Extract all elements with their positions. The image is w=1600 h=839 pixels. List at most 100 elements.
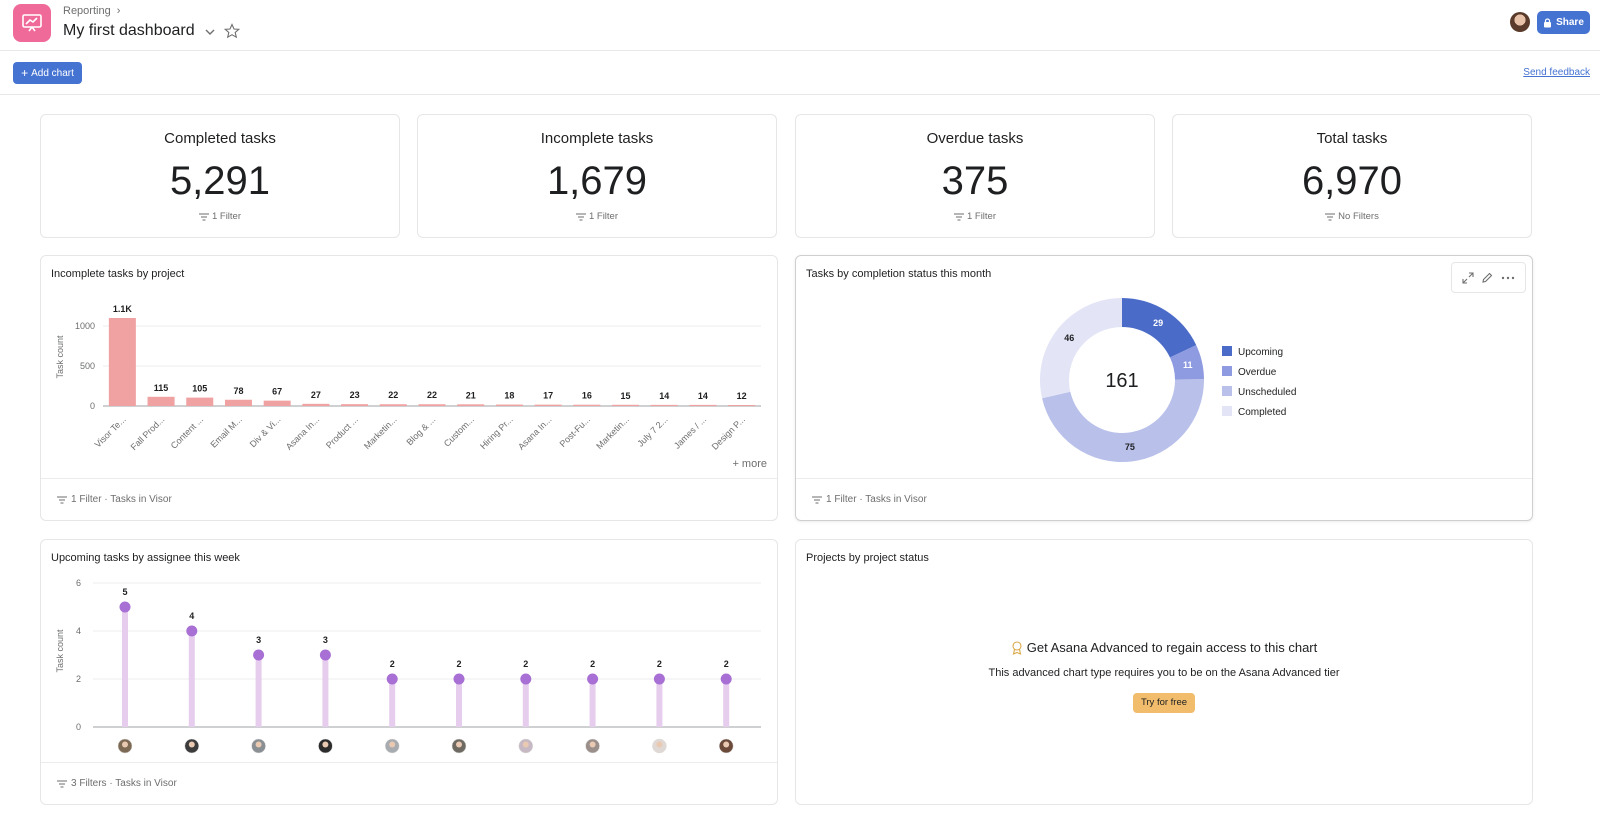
chart-title: Tasks by completion status this month (806, 268, 992, 280)
bar (186, 397, 214, 406)
stat-filter[interactable]: 1 Filter (418, 211, 776, 222)
avatar-face (389, 741, 396, 748)
lollipop-point (587, 673, 599, 685)
lollipop-point (653, 673, 665, 685)
bar-value-label: 17 (543, 391, 553, 401)
donut-chart: 29 11 75 46 161 Upcoming Overdue Unscheduled Com… (1040, 298, 1296, 463)
bar-value-label: 14 (698, 391, 708, 401)
add-chart-button[interactable]: + Add chart (13, 62, 82, 84)
avatar[interactable] (1510, 12, 1530, 32)
bar (108, 318, 136, 406)
stat-filter[interactable]: 1 Filter (796, 211, 1154, 222)
y-tick-label: 0 (76, 722, 81, 732)
pencil-icon[interactable] (1481, 272, 1493, 284)
x-tick-label: Fall Prod... (129, 414, 167, 452)
point-value-label: 2 (456, 659, 461, 669)
lollipop-point (453, 673, 465, 685)
more-link[interactable]: + more (732, 458, 767, 470)
point-value-label: 2 (657, 659, 662, 669)
lollipop-stem (188, 631, 195, 727)
lollipop-stem (389, 679, 396, 727)
y-tick-label: 2 (76, 674, 81, 684)
breadcrumb[interactable]: Reporting › (63, 5, 120, 17)
chart-card-incomplete-by-project[interactable]: Incomplete tasks by project 0 500 1000 Task… (40, 255, 778, 521)
more-options-icon[interactable] (1501, 272, 1515, 284)
page-title[interactable]: My first dashboard (63, 22, 195, 39)
y-tick-label: 4 (76, 626, 81, 636)
stat-label: Total tasks (1316, 130, 1388, 147)
stat-value: 5,291 (169, 159, 271, 203)
stat-card-overdue[interactable]: Overdue tasks 375 1 Filter (795, 114, 1155, 238)
award-icon (1012, 640, 1022, 655)
breadcrumb-reporting[interactable]: Reporting (63, 5, 111, 17)
chart-footer[interactable]: 3 Filters · Tasks in Visor (41, 762, 777, 804)
filter-icon (575, 213, 586, 220)
bar-value-label: 12 (737, 391, 747, 401)
legend-swatch (1222, 386, 1232, 396)
point-value-label: 2 (590, 659, 595, 669)
plus-icon: + (21, 66, 29, 80)
point-value-label: 3 (256, 635, 261, 645)
x-tick-label: Custom... (442, 414, 476, 448)
lollipop-stem (322, 655, 329, 727)
stat-filter[interactable]: No Filters (1173, 211, 1531, 222)
bar-value-label: 115 (154, 383, 169, 393)
filter-icon (812, 496, 822, 503)
send-feedback-link[interactable]: Send feedback (1523, 67, 1590, 78)
chart-card-completion-status[interactable]: Tasks by completion status this month 29… (795, 255, 1533, 521)
stat-card-completed[interactable]: Completed tasks 5,291 1 Filter (40, 114, 400, 238)
try-for-free-button[interactable]: Try for free (1133, 693, 1195, 713)
stat-card-incomplete[interactable]: Incomplete tasks 1,679 1 Filter (417, 114, 777, 238)
x-tick-label: Marketin... (594, 414, 631, 451)
lollipop-point (319, 649, 331, 661)
chart-card-projects-by-status[interactable]: Projects by project status Get Asana Adv… (795, 539, 1533, 805)
bar (379, 404, 407, 406)
x-tick-label: Content ... (169, 414, 205, 450)
chart-title: Incomplete tasks by project (51, 268, 185, 280)
stat-filter-label: 1 Filter (211, 211, 242, 222)
legend-label: Upcoming (1238, 347, 1283, 358)
bar-value-label: 15 (621, 391, 631, 401)
filter-icon (953, 213, 964, 220)
bar-value-label: 67 (272, 387, 282, 397)
chart-title: Upcoming tasks by assignee this week (51, 552, 240, 564)
x-tick-label: Product ... (324, 414, 360, 450)
lollipop-point (720, 673, 732, 685)
x-tick-label: Div & Vi... (248, 414, 283, 449)
share-button[interactable]: Share (1537, 11, 1590, 34)
avatar-face (522, 741, 529, 748)
stat-filter[interactable]: 1 Filter (41, 211, 399, 222)
y-axis-label: Task count (55, 629, 65, 673)
avatar-face (589, 741, 596, 748)
avatar-face (322, 741, 329, 748)
bar-value-label: 22 (388, 390, 398, 400)
bar-value-label: 27 (311, 390, 321, 400)
chart-footer[interactable]: 1 Filter · Tasks in Visor (796, 478, 1532, 520)
y-tick-label: 6 (76, 578, 81, 588)
legend-label: Unscheduled (1238, 387, 1296, 398)
expand-icon[interactable] (1462, 271, 1474, 284)
lollipop-stem (656, 679, 663, 727)
chart-footer[interactable]: 1 Filter · Tasks in Visor (41, 478, 777, 520)
lollipop-stem (589, 679, 596, 727)
bar-value-label: 16 (582, 391, 592, 401)
filter-icon (1325, 213, 1336, 220)
legend-label: Overdue (1238, 367, 1277, 378)
star-icon[interactable] (224, 23, 240, 39)
lollipop-stem (255, 655, 262, 727)
chart-title: Projects by project status (806, 552, 929, 564)
donut-slice (1169, 345, 1204, 380)
point-value-label: 2 (390, 659, 395, 669)
stat-filter-label: 1 Filter (588, 211, 619, 222)
donut-slice (1122, 298, 1197, 358)
chevron-down-icon[interactable] (203, 25, 217, 39)
avatar-face (188, 741, 195, 748)
bar-value-label: 21 (466, 390, 476, 400)
chart-card-upcoming-by-assignee[interactable]: Upcoming tasks by assignee this week 0 2 4… (40, 539, 778, 805)
x-tick-label: Visor Te... (93, 414, 128, 449)
stat-label: Incomplete tasks (540, 130, 654, 147)
stat-card-total[interactable]: Total tasks 6,970 No Filters (1172, 114, 1532, 238)
stat-value: 1,679 (546, 159, 648, 203)
y-tick-label: 0 (90, 401, 95, 411)
bar-value-label: 18 (504, 391, 514, 401)
